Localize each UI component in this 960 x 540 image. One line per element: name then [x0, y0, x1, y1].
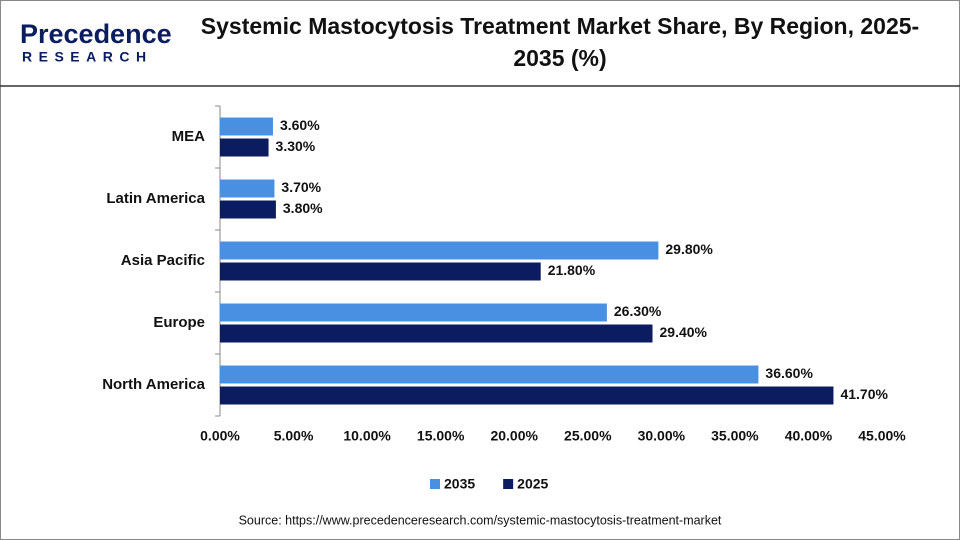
logo-name: Precedence — [20, 19, 172, 49]
bar — [220, 241, 659, 260]
value-label: 41.70% — [840, 386, 888, 402]
x-tick-label: 20.00% — [490, 428, 538, 444]
value-label: 29.80% — [665, 241, 713, 257]
x-tick-label: 45.00% — [858, 428, 906, 444]
y-tick-label: Latin America — [106, 190, 205, 207]
x-tick-label: 0.00% — [200, 428, 240, 444]
y-tick-label: Asia Pacific — [121, 252, 205, 269]
value-label: 36.60% — [765, 365, 813, 381]
source: Source: https://www.precedenceresearch.c… — [239, 513, 722, 527]
x-tick-label: 15.00% — [417, 428, 465, 444]
x-tick-label: 25.00% — [564, 428, 612, 444]
logo-tagline: RESEARCH — [22, 49, 153, 65]
value-label: 29.40% — [660, 324, 708, 340]
bar — [220, 138, 269, 157]
value-label: 3.30% — [276, 138, 316, 154]
legend-swatch — [430, 479, 440, 489]
value-label: 21.80% — [548, 262, 596, 278]
value-label: 26.30% — [614, 303, 662, 319]
bar — [220, 324, 653, 343]
bar — [220, 365, 759, 384]
chart-title: Systemic Mastocytosis Treatment Market S… — [200, 13, 920, 71]
bar — [220, 262, 541, 281]
y-tick-label: MEA — [172, 128, 206, 145]
bar — [220, 303, 607, 322]
value-label: 3.70% — [281, 179, 321, 195]
x-tick-label: 40.00% — [785, 428, 833, 444]
x-tick-label: 5.00% — [274, 428, 314, 444]
x-tick-label: 30.00% — [638, 428, 686, 444]
legend-label: 2025 — [517, 476, 548, 492]
x-tick-label: 10.00% — [343, 428, 391, 444]
bar — [220, 386, 834, 405]
bar — [220, 117, 273, 136]
y-tick-label: North America — [102, 376, 205, 393]
legend-label: 2035 — [444, 476, 475, 492]
value-label: 3.80% — [283, 200, 323, 216]
legend-swatch — [503, 479, 514, 489]
bar — [220, 179, 275, 198]
y-tick-label: Europe — [153, 314, 205, 331]
bar — [220, 200, 276, 219]
value-label: 3.60% — [280, 117, 320, 133]
x-tick-label: 35.00% — [711, 428, 759, 444]
